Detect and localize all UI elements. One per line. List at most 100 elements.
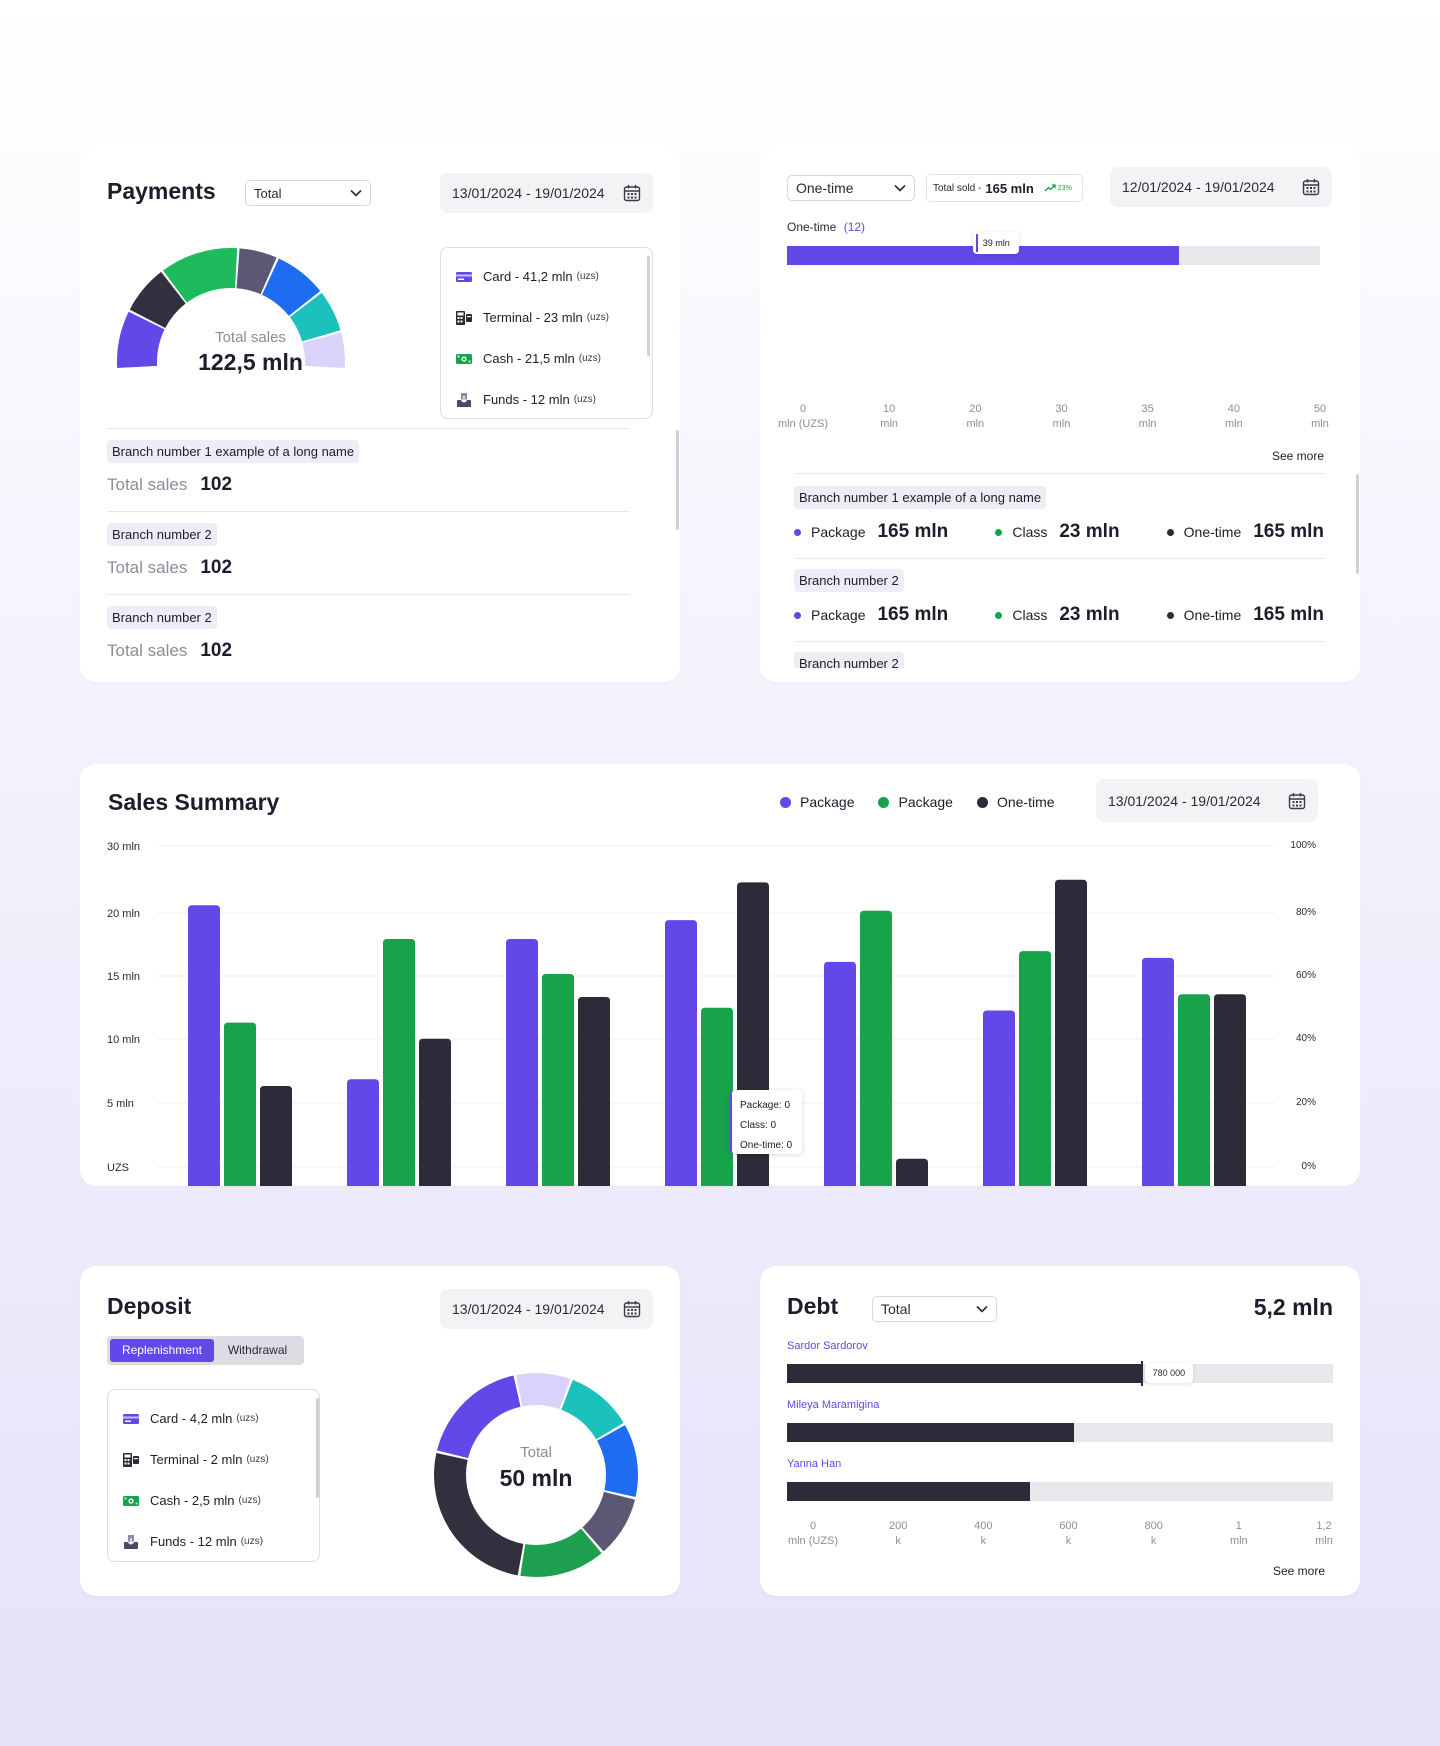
y2-tick-label: 100% [1290, 840, 1316, 851]
axis-tick: 600 k [1029, 1519, 1109, 1549]
payments-title: Payments [107, 178, 216, 204]
summary-legend-item[interactable]: Package [878, 794, 953, 810]
summary-legend-item[interactable]: Package [780, 794, 854, 810]
bar[interactable] [419, 1038, 451, 1186]
debt-progress-fill [787, 1364, 1142, 1383]
axis-tick-unit: k [980, 1535, 987, 1547]
debt-rows: Sardor Sardorov 780 000 Mileya Maramigina Y… [787, 1340, 1333, 1516]
debt-progress-track: 780 000 [787, 1361, 1333, 1386]
gauge-label: Total sales [215, 329, 286, 346]
onetime-marker-tooltip: 39 mln [973, 232, 1020, 254]
axis-tick-unit: mln (UZS) [777, 418, 829, 430]
branch-item[interactable]: Branch number 1 example of a long name To… [107, 440, 630, 523]
onetime-bar-count: (12) [843, 220, 866, 234]
debt-row[interactable]: Mileya Maramigina [787, 1399, 1333, 1451]
debt-row[interactable]: Yanna Han [787, 1458, 1333, 1510]
debt-row[interactable]: Sardor Sardorov 780 000 [787, 1340, 1333, 1392]
card-icon [123, 1413, 139, 1424]
payments-date-picker[interactable]: 13/01/2024 - 19/01/2024 [440, 173, 653, 213]
debt-filter-select[interactable]: Total [872, 1296, 997, 1322]
bar[interactable] [542, 974, 574, 1186]
bar[interactable] [188, 905, 220, 1186]
branch-item[interactable]: Branch number 2 [794, 652, 1324, 668]
branch-total-row: Total sales 102 [107, 640, 232, 656]
calendar-icon [1288, 792, 1306, 809]
legend-dot [1166, 528, 1174, 536]
bar[interactable] [665, 920, 697, 1186]
branch-item[interactable]: Branch number 1 example of a long name Pa… [794, 486, 1324, 569]
legend-label: Funds - 12 mln [150, 1534, 237, 1549]
bar[interactable] [224, 1022, 256, 1186]
gauge-segment [289, 292, 341, 342]
card-icon [456, 271, 472, 282]
deposit-legend-scrollbar[interactable] [316, 1398, 319, 1498]
onetime-bar-label-row: One-time (12) [787, 220, 865, 234]
branch-stat: Package 165 mln [794, 604, 948, 626]
axis-tick-value: 30 [1055, 403, 1068, 415]
bar[interactable] [824, 961, 856, 1186]
deposit-date-picker[interactable]: 13/01/2024 - 19/01/2024 [440, 1289, 653, 1329]
onetime-see-more[interactable]: See more [1271, 449, 1324, 463]
sales-summary-card: Sales Summary Package Package One-time 13/… [80, 764, 1360, 1186]
debt-see-more[interactable]: See more [1272, 1564, 1325, 1578]
debt-marker[interactable]: 780 000 [1140, 1361, 1194, 1386]
payments-legend-scrollbar[interactable] [647, 256, 650, 356]
bar[interactable] [1178, 994, 1210, 1186]
axis-tick: 1,2 mln [1284, 1519, 1360, 1549]
sales-summary-bar-chart: 30 mln 100% 20 mln 80% 15 mln 60% 10 mln 40% 5 m… [107, 840, 1317, 1186]
branch-total-value: 102 [200, 557, 233, 578]
terminal-icon [456, 310, 472, 325]
branch-name: Branch number 2 [107, 606, 217, 629]
axis-tick: 35 mln [1108, 402, 1188, 432]
axis-tick-unit: mln [880, 418, 899, 430]
legend-dot [995, 611, 1003, 619]
branch-item[interactable]: Branch number 2 Total sales 102 [107, 523, 630, 606]
bar[interactable] [260, 1085, 292, 1186]
tab-withdrawal[interactable]: Withdrawal [227, 1343, 288, 1357]
branch-item[interactable]: Branch number 2 Total sales 102 [107, 606, 630, 656]
bar[interactable] [383, 939, 415, 1186]
bar[interactable] [1142, 957, 1174, 1186]
stat-value: 165 mln [1253, 521, 1324, 542]
bar[interactable] [578, 996, 610, 1186]
bar[interactable] [701, 1007, 733, 1186]
onetime-type-select[interactable]: One-time [787, 175, 915, 201]
debt-progress-track [787, 1482, 1333, 1501]
stat-label: Package [811, 524, 866, 540]
tooltip-package: Package: 0 [740, 1100, 791, 1111]
axis-tick-value: 10 [883, 403, 896, 415]
legend-label: Card - 41,2 mln [483, 269, 573, 284]
bar[interactable] [1214, 994, 1246, 1186]
onetime-date-picker[interactable]: 12/01/2024 - 19/01/2024 [1110, 167, 1332, 207]
bar[interactable] [506, 939, 538, 1186]
bar[interactable] [1055, 879, 1087, 1186]
legend-label: Funds - 12 mln [483, 392, 570, 407]
bar[interactable] [1019, 951, 1051, 1186]
tab-replenishment[interactable]: Replenishment [110, 1339, 214, 1362]
bar[interactable] [896, 1158, 928, 1186]
y-tick-label: 20 mln [107, 908, 140, 920]
summary-legend-item[interactable]: One-time [976, 794, 1055, 810]
branch-name: Branch number 1 example of a long name [794, 486, 1047, 509]
payments-scrollbar[interactable] [676, 430, 679, 530]
sales-summary-date-picker[interactable]: 13/01/2024 - 19/01/2024 [1096, 779, 1318, 822]
legend-row: Cash - 21,5 mln (uzs) [455, 338, 638, 379]
payments-branch-list: Branch number 1 example of a long name To… [107, 440, 630, 656]
branch-item[interactable]: Branch number 2 Package 165 mln Class 23 mln… [794, 569, 1324, 652]
debt-marker-value: 780 000 [1152, 1368, 1186, 1378]
bar[interactable] [347, 1079, 379, 1186]
donut-segment [561, 1379, 624, 1440]
onetime-scrollbar[interactable] [1356, 474, 1359, 574]
payments-filter-select[interactable]: Total [245, 180, 371, 206]
axis-tick-value: 35 [1141, 403, 1154, 415]
funds-icon [124, 1534, 138, 1549]
onetime-bar-label: One-time [787, 220, 837, 234]
bar[interactable] [860, 910, 892, 1186]
y-tick-label: 10 mln [107, 1034, 140, 1046]
stat-value: 165 mln [1253, 604, 1324, 625]
debt-axis: 0 mln (UZS) 200 k 400 k 600 k 800 k 1 mln 1,2 mln [760, 1519, 1360, 1553]
tooltip-class: Class: 0 [740, 1120, 777, 1131]
legend-label: Terminal - 23 mln [483, 310, 583, 325]
y2-tick-label: 0% [1302, 1161, 1317, 1172]
bar[interactable] [983, 1010, 1015, 1186]
